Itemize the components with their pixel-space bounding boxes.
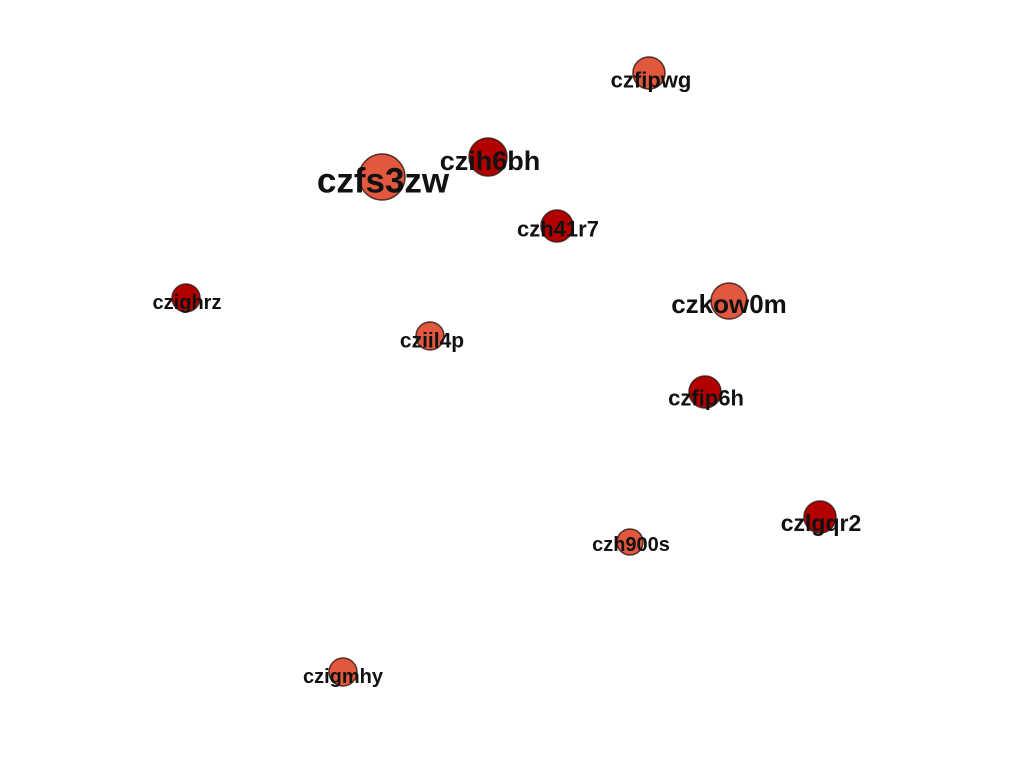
node-czfs3zw[interactable] (358, 153, 406, 201)
node-label-czigmhy: czigmhy (303, 666, 384, 688)
node-label-czfip6h: czfip6h (668, 386, 744, 411)
node-czlgqr2[interactable] (803, 500, 837, 534)
node-label-czh41r7: czh41r7 (517, 217, 599, 242)
node-czfip6h[interactable] (688, 375, 722, 409)
node-czih6bh[interactable] (468, 137, 508, 177)
node-label-czlgqr2: czlgqr2 (781, 510, 862, 536)
node-czkow0m[interactable] (710, 282, 748, 320)
node-label-czkow0m: czkow0m (671, 289, 787, 319)
node-czighrz[interactable] (171, 283, 201, 313)
node-czfipwg[interactable] (632, 56, 666, 90)
nodes-layer (171, 56, 837, 687)
node-label-cziil4p: cziil4p (400, 330, 464, 353)
node-label-czfipwg: czfipwg (611, 68, 692, 93)
node-czh900s[interactable] (616, 528, 644, 556)
node-label-czighrz: czighrz (153, 292, 222, 314)
node-czh41r7[interactable] (540, 209, 574, 243)
node-label-czih6bh: czih6bh (440, 146, 541, 176)
node-cziil4p[interactable] (415, 321, 445, 351)
node-label-czfs3zw: czfs3zw (317, 162, 450, 201)
node-czigmhy[interactable] (328, 657, 358, 687)
node-label-czh900s: czh900s (592, 534, 670, 556)
